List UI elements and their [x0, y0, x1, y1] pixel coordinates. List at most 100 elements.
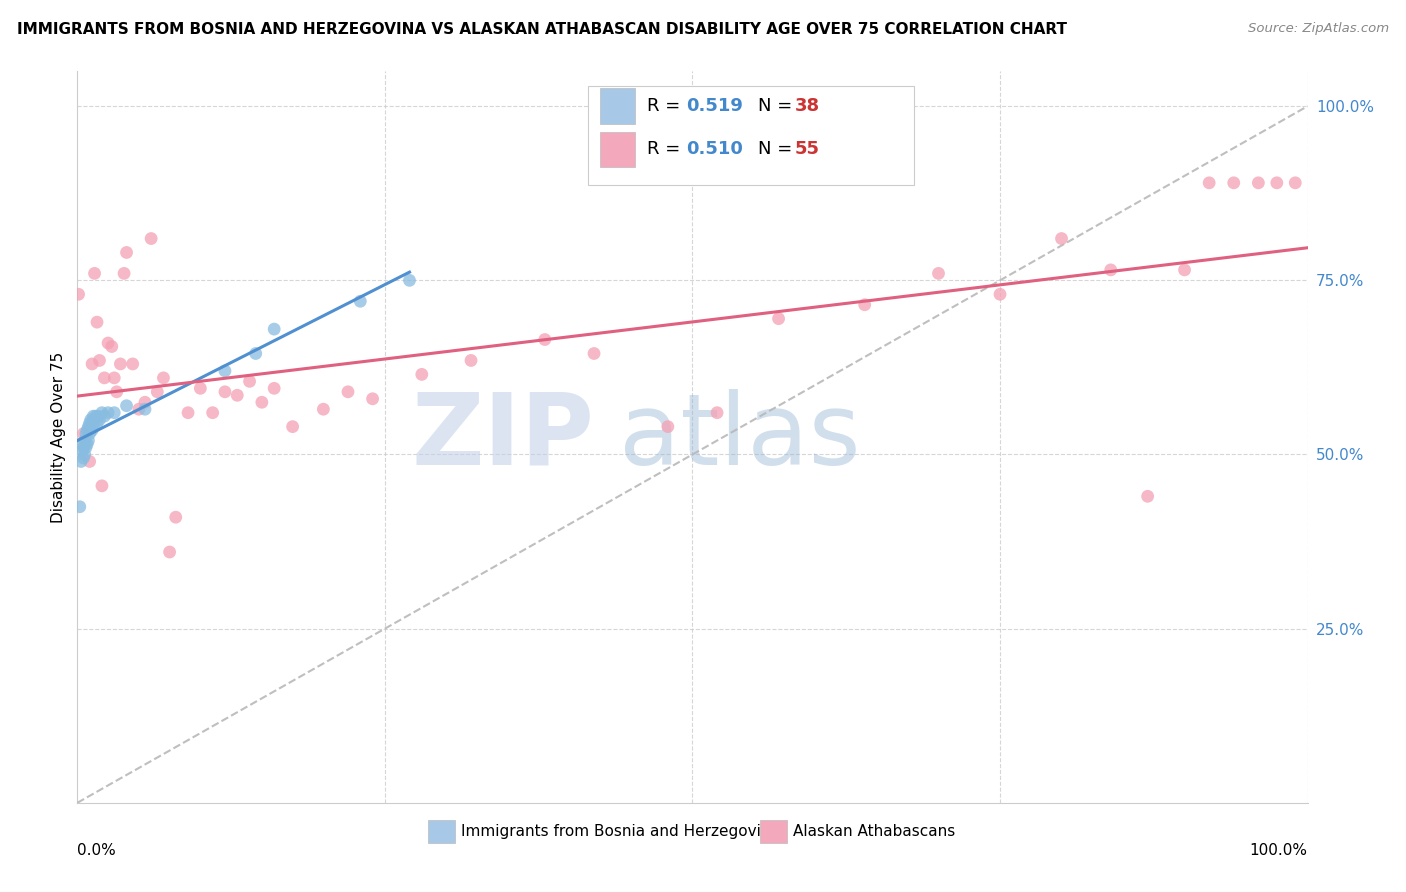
Point — [86, 315, 108, 329]
Point — [534, 333, 557, 347]
Point — [1050, 231, 1073, 245]
Point — [1265, 176, 1288, 190]
Point — [72, 450, 94, 465]
Point — [141, 231, 163, 245]
Point — [76, 437, 98, 451]
Text: Source: ZipAtlas.com: Source: ZipAtlas.com — [1249, 22, 1389, 36]
Point — [245, 346, 267, 360]
Text: 38: 38 — [794, 97, 820, 115]
Point — [398, 273, 420, 287]
Point — [263, 381, 285, 395]
Point — [86, 416, 108, 430]
Text: 0.0%: 0.0% — [77, 843, 117, 858]
Bar — [427, 820, 456, 843]
Point — [152, 371, 174, 385]
Point — [87, 409, 110, 424]
Point — [657, 419, 679, 434]
Point — [89, 412, 111, 426]
Text: ZIP: ZIP — [411, 389, 595, 485]
Point — [89, 353, 111, 368]
Point — [72, 426, 94, 441]
Bar — [600, 88, 634, 123]
Point — [988, 287, 1011, 301]
Point — [82, 423, 104, 437]
Point — [1223, 176, 1246, 190]
Point — [90, 479, 114, 493]
Point — [67, 287, 90, 301]
Point — [177, 406, 200, 420]
Point — [349, 294, 371, 309]
Point — [128, 402, 150, 417]
Point — [239, 375, 262, 389]
Point — [97, 336, 120, 351]
Point — [75, 441, 97, 455]
Point — [928, 266, 950, 280]
Point — [159, 545, 181, 559]
Point — [76, 423, 98, 437]
Point — [312, 402, 335, 417]
Point — [101, 339, 124, 353]
Point — [1099, 263, 1122, 277]
Point — [1247, 176, 1270, 190]
Point — [93, 409, 115, 424]
Point — [97, 406, 120, 420]
Point — [361, 392, 384, 406]
Text: Immigrants from Bosnia and Herzegovina: Immigrants from Bosnia and Herzegovina — [461, 824, 780, 838]
Text: R =: R = — [647, 97, 686, 115]
Point — [70, 444, 93, 458]
Text: 0.510: 0.510 — [686, 140, 744, 159]
Point — [83, 412, 105, 426]
Point — [77, 434, 100, 448]
FancyBboxPatch shape — [588, 86, 914, 185]
Point — [706, 406, 728, 420]
Point — [460, 353, 482, 368]
Point — [115, 399, 138, 413]
Point — [1284, 176, 1306, 190]
Text: atlas: atlas — [619, 389, 860, 485]
Point — [214, 364, 236, 378]
Text: N =: N = — [758, 97, 797, 115]
Point — [134, 402, 156, 417]
Bar — [600, 132, 634, 167]
Bar — [761, 820, 787, 843]
Point — [768, 311, 790, 326]
Point — [73, 434, 96, 448]
Point — [82, 409, 104, 424]
Text: 55: 55 — [794, 140, 820, 159]
Point — [411, 368, 433, 382]
Point — [121, 357, 143, 371]
Text: 100.0%: 100.0% — [1250, 843, 1308, 858]
Point — [1136, 489, 1159, 503]
Point — [112, 266, 135, 280]
Point — [188, 381, 212, 395]
Point — [853, 298, 876, 312]
Point — [79, 416, 101, 430]
Point — [84, 409, 107, 424]
Point — [110, 357, 132, 371]
Point — [214, 384, 236, 399]
Point — [281, 419, 304, 434]
Text: 0.519: 0.519 — [686, 97, 744, 115]
Point — [201, 406, 224, 420]
Point — [165, 510, 187, 524]
Point — [77, 419, 100, 434]
Point — [69, 500, 91, 514]
Point — [146, 384, 169, 399]
Point — [70, 437, 93, 451]
Point — [79, 426, 101, 441]
Text: IMMIGRANTS FROM BOSNIA AND HERZEGOVINA VS ALASKAN ATHABASCAN DISABILITY AGE OVER: IMMIGRANTS FROM BOSNIA AND HERZEGOVINA V… — [17, 22, 1067, 37]
Point — [263, 322, 285, 336]
Point — [82, 419, 104, 434]
Y-axis label: Disability Age Over 75: Disability Age Over 75 — [51, 351, 66, 523]
Point — [80, 412, 103, 426]
Point — [103, 371, 125, 385]
Point — [1174, 263, 1197, 277]
Text: Alaskan Athabascans: Alaskan Athabascans — [793, 824, 956, 838]
Point — [75, 426, 97, 441]
Point — [1198, 176, 1220, 190]
Point — [79, 454, 101, 468]
Point — [103, 406, 125, 420]
Point — [90, 406, 114, 420]
Point — [105, 384, 128, 399]
Point — [72, 441, 94, 455]
